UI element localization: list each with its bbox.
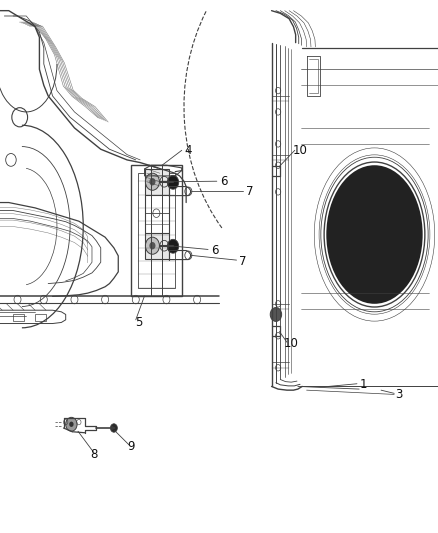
Bar: [145, 233, 169, 259]
Circle shape: [149, 178, 155, 185]
Bar: [138, 173, 175, 288]
Circle shape: [167, 175, 179, 189]
Circle shape: [270, 308, 282, 321]
Text: 6: 6: [219, 175, 227, 188]
Text: 10: 10: [284, 337, 299, 350]
Circle shape: [145, 173, 159, 190]
Text: 6: 6: [211, 244, 219, 257]
Circle shape: [145, 237, 159, 254]
Bar: [131, 165, 182, 296]
Text: 3: 3: [395, 388, 402, 401]
Circle shape: [69, 422, 74, 427]
Circle shape: [110, 424, 117, 432]
Bar: [145, 169, 169, 195]
Text: 9: 9: [127, 440, 135, 453]
Circle shape: [167, 239, 179, 253]
Ellipse shape: [326, 165, 423, 304]
Circle shape: [149, 242, 155, 249]
Circle shape: [66, 417, 77, 431]
Text: 8: 8: [91, 448, 98, 461]
Text: 7: 7: [239, 255, 247, 268]
Text: 1: 1: [360, 378, 367, 391]
Text: 7: 7: [246, 185, 254, 198]
Text: 10: 10: [293, 144, 307, 157]
Bar: [35, 314, 46, 321]
Bar: [13, 314, 24, 321]
Text: 5: 5: [136, 316, 143, 329]
Text: 4: 4: [184, 144, 192, 157]
